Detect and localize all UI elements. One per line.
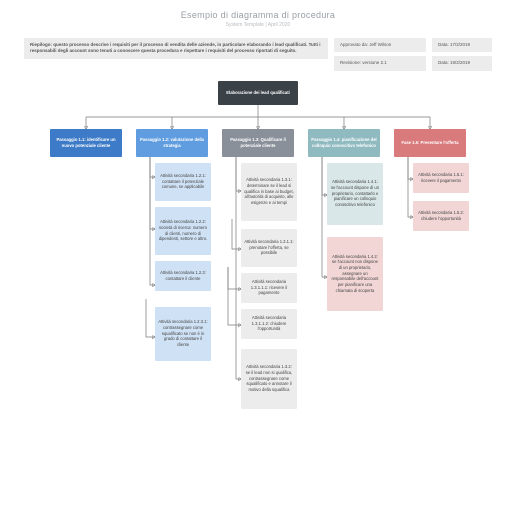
node-c3a: Attività secondaria 1.3.1: determinare s… [241, 163, 297, 221]
node-c1d: Attività secondaria 1.2.3.1: contrassegn… [155, 307, 211, 361]
node-c5a: Attività secondaria 1.5.1: ricevere il p… [413, 163, 469, 193]
node-c2: Passaggio 1.2: valutazione della strateg… [136, 129, 208, 157]
node-c1: Passaggio 1.1: identificare un nuovo pot… [50, 129, 122, 157]
node-c4b: Attività secondaria 1.4.2: se l'account … [327, 237, 383, 311]
date1-box: Data: 17/2/2019 [432, 38, 492, 52]
node-c3c: Attività secondaria 1.3.1.1.1: ricevere … [241, 273, 297, 303]
approved-box: Approvato da: Jeff Wilson [334, 38, 426, 52]
node-c3: Passaggio 1.3: Qualificare il potenziale… [222, 129, 294, 157]
node-c1a: Attività secondaria 1.2.1: contattare il… [155, 163, 211, 201]
node-c5: Fase 1.5: Presentare l'offerta [394, 129, 466, 157]
page-title: Esempio di diagramma di procedura [0, 0, 516, 20]
diagram-canvas: Elaborazione dei lead qualificati Passag… [0, 77, 516, 507]
node-c4: Passaggio 1.4: pianificazione del colloq… [308, 129, 380, 157]
node-c1c: Attività secondaria 1.2.3: contattare il… [155, 261, 211, 291]
node-c3e: Attività secondaria 1.3.2: se il lead no… [241, 349, 297, 409]
node-c3d: Attività secondaria 1.3.1.1.2: chiudere … [241, 309, 297, 339]
node-c3b: Attività secondaria 1.3.1.1: prenotare l… [241, 229, 297, 267]
date2-box: Data: 19/2/2019 [432, 56, 492, 70]
summary-box: Riepilogo: questo processo descrive i re… [24, 38, 328, 59]
node-c4a: Attività secondaria 1.4.1: se l'account … [327, 163, 383, 225]
revision-box: Revisione: versione 2.1 [334, 56, 426, 70]
node-root: Elaborazione dei lead qualificati [218, 81, 298, 105]
header-row: Riepilogo: questo processo descrive i re… [0, 28, 516, 71]
node-c5b: Attività secondaria 1.5.2: chiudere l'op… [413, 201, 469, 231]
node-c1b: Attività secondaria 1.2.2: società di ri… [155, 207, 211, 255]
